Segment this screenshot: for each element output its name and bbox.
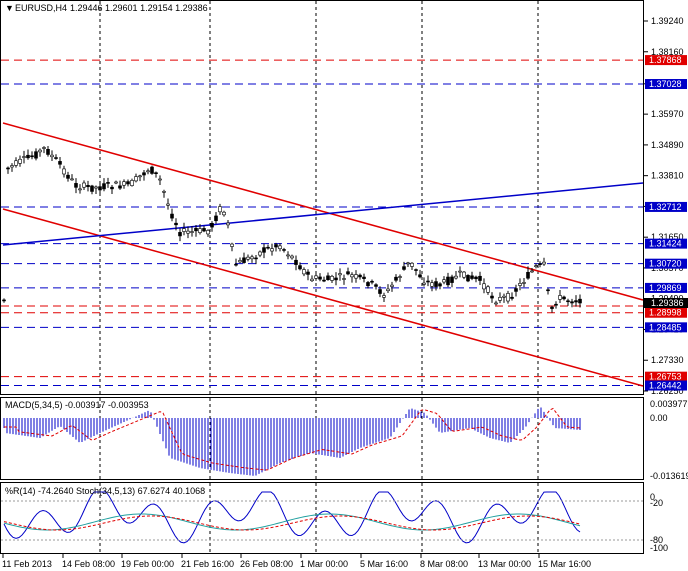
price-tick-label: 1.38160	[651, 47, 684, 57]
stoch-header: %R(14) -74.2640 Stoch(34,5,13) 67.6274 4…	[5, 486, 205, 496]
macd-tick-zero: 0.00	[650, 413, 668, 423]
resistance-trendline-lower	[2, 208, 644, 387]
macd-header: MACD(5,34,5) -0.003917 -0.003953	[5, 400, 149, 410]
support-trendline	[2, 182, 644, 246]
level-label: 1.30720	[649, 259, 682, 269]
macd-tick-bottom: -0.013619	[650, 471, 688, 481]
time-tick-label: 14 Feb 08:00	[62, 559, 115, 569]
time-tick-label: 19 Feb 00:00	[121, 559, 174, 569]
level-label-box	[645, 380, 687, 391]
price-tick-label: 1.26250	[651, 386, 684, 396]
price-tick-label: 1.39240	[651, 16, 684, 26]
price-tick-label: 1.33810	[651, 171, 684, 181]
level-label: 1.28998	[649, 308, 682, 318]
price-tick-label: 1.27330	[651, 355, 684, 365]
level-label: 1.37868	[649, 55, 682, 65]
time-tick-label: 5 Mar 16:00	[360, 559, 408, 569]
level-label: 1.31424	[649, 239, 682, 249]
price-tick-label: 1.34890	[651, 140, 684, 150]
trendlines	[2, 122, 644, 387]
stoch-tick-80: -80	[650, 535, 663, 545]
level-label-box	[645, 55, 687, 66]
level-label-box	[645, 322, 687, 333]
time-tick-label: 1 Mar 00:00	[300, 559, 348, 569]
chart-symbol: EURUSD,H4	[15, 3, 67, 13]
time-tick-label: 15 Mar 16:00	[538, 559, 591, 569]
level-label-box	[645, 79, 687, 90]
level-label-box	[645, 307, 687, 318]
stoch-tick-20: -20	[650, 498, 663, 508]
price-tick-label: 1.31650	[651, 232, 684, 242]
level-label: 1.32712	[649, 202, 682, 212]
stoch-signal-line	[3, 515, 581, 531]
macd-histogram	[3, 407, 581, 476]
level-label: 1.28485	[649, 322, 682, 332]
macd-tick-top: 0.003977	[650, 399, 688, 409]
stoch-tick-100: -100	[650, 543, 668, 553]
level-label-box	[645, 201, 687, 212]
level-label-box	[645, 282, 687, 293]
stoch-main-line	[3, 513, 581, 531]
level-label: 1.29869	[649, 283, 682, 293]
time-tick-label: 26 Feb 08:00	[240, 559, 293, 569]
level-label-box	[645, 238, 687, 249]
level-label: 1.26442	[649, 381, 682, 391]
time-tick-label: 21 Feb 16:00	[181, 559, 234, 569]
current-price-label: 1.29386	[651, 298, 684, 308]
resistance-trendline-upper	[2, 122, 644, 301]
macd-signal-line	[4, 407, 581, 471]
time-tick-label: 8 Mar 08:00	[420, 559, 468, 569]
level-label-box	[645, 258, 687, 269]
candlesticks	[2, 145, 582, 313]
main-price-panel[interactable]	[0, 0, 644, 395]
time-tick-label: 13 Mar 00:00	[478, 559, 531, 569]
current-price-box	[644, 298, 688, 308]
chart-symbol-marker[interactable]: ▼	[5, 3, 14, 13]
chart-ohlc: 1.29446 1.29601 1.29154 1.29386	[70, 3, 208, 13]
time-axis[interactable]: 11 Feb 2013 14 Feb 08:00 19 Feb 00:00 21 Fe…	[2, 554, 591, 569]
stoch-tick-0: 0	[650, 492, 655, 502]
level-label-box	[645, 371, 687, 382]
level-label: 1.37028	[649, 79, 682, 89]
time-tick-label: 11 Feb 2013	[2, 559, 52, 569]
price-tick-label: 1.35970	[651, 109, 684, 119]
horizontal-levels	[1, 59, 643, 387]
level-label: 1.26753	[649, 372, 682, 382]
